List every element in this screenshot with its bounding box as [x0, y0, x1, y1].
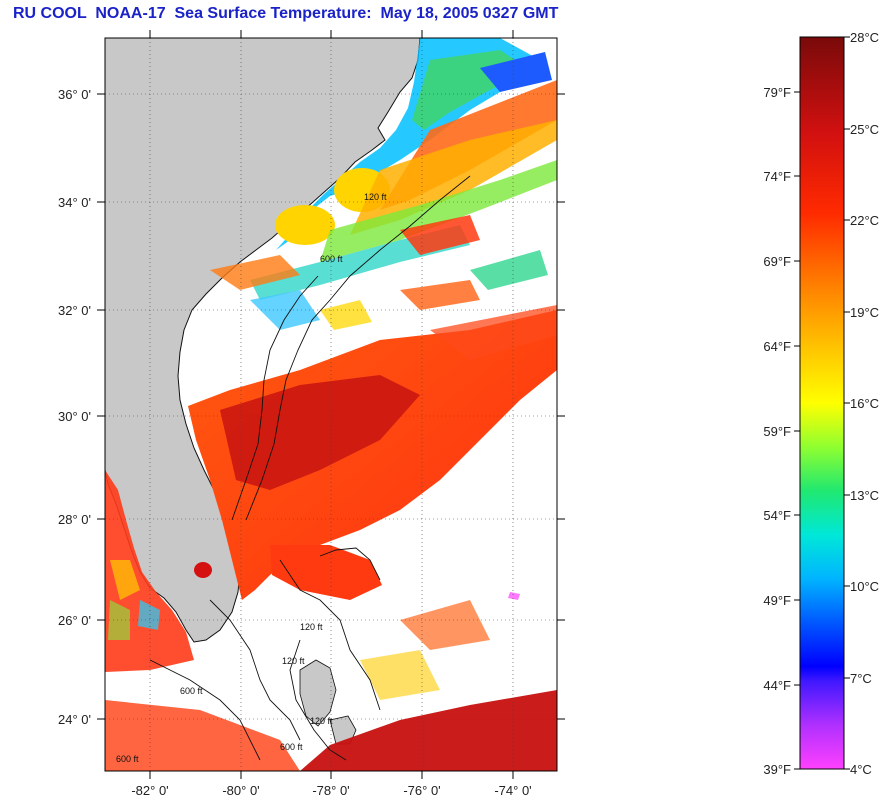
contour-label: 120 ft [282, 656, 305, 666]
gulf-stream-sst [188, 310, 557, 600]
sst-band [350, 120, 557, 235]
gulf-stream-sst [220, 375, 420, 490]
colorbar-celsius-label: 28°C [850, 30, 879, 45]
bathymetry-contours [149, 175, 471, 761]
gulf-coast-sst [110, 560, 140, 600]
colorbar-celsius-label: 7°C [850, 671, 872, 686]
colorbar-fahrenheit-label: 59°F [763, 424, 791, 439]
contour-label: 120 ft [310, 716, 333, 726]
caribbean-sst [300, 690, 557, 771]
contour-label: 600 ft [280, 742, 303, 752]
colorbar-fahrenheit-label: 54°F [763, 508, 791, 523]
sst-band [210, 255, 300, 290]
colorbar-fahrenheit-label: 69°F [763, 254, 791, 269]
lat-label: 24° 0' [58, 712, 91, 727]
map-ticks [97, 30, 565, 779]
lat-label: 32° 0' [58, 303, 91, 318]
colorbar-celsius-label: 25°C [850, 122, 879, 137]
colorbar-fahrenheit-label: 74°F [763, 169, 791, 184]
sst-patch [320, 300, 372, 330]
gulf-stream-sst [430, 305, 557, 360]
lat-label: 36° 0' [58, 87, 91, 102]
caribbean-sst [508, 592, 520, 600]
lon-label: -76° 0' [403, 783, 440, 798]
lat-label: 26° 0' [58, 613, 91, 628]
colorbar-celsius-label: 16°C [850, 396, 879, 411]
lat-label: 28° 0' [58, 512, 91, 527]
colorbar-celsius-label: 4°C [850, 762, 872, 777]
contour-label: 600 ft [180, 686, 203, 696]
colorbar-celsius-label: 19°C [850, 305, 879, 320]
contour-label: 120 ft [300, 622, 323, 632]
sst-patch [400, 280, 480, 310]
gulf-coast-sst [138, 600, 160, 630]
lat-label: 34° 0' [58, 195, 91, 210]
colorbar-celsius-label: 10°C [850, 579, 879, 594]
contour-label: 120 ft [364, 192, 387, 202]
sst-band [320, 160, 557, 262]
island-bahamas [299, 659, 337, 727]
graticule [105, 38, 557, 771]
inland-lake [194, 562, 212, 578]
colorbar-fahrenheit-label: 79°F [763, 85, 791, 100]
sst-patch [470, 250, 548, 290]
lon-label: -82° 0' [131, 783, 168, 798]
colorbar-fahrenheit-label: 49°F [763, 593, 791, 608]
caribbean-sst [360, 650, 440, 700]
colorbar-fahrenheit-label: 44°F [763, 678, 791, 693]
gulf-coast-sst [108, 600, 130, 640]
lat-label: 30° 0' [58, 409, 91, 424]
page-title: RU COOL NOAA-17 Sea Surface Temperature:… [13, 5, 559, 22]
contour-label: 600 ft [116, 754, 139, 764]
colorbar-celsius-label: 13°C [850, 488, 879, 503]
caribbean-sst [105, 700, 300, 771]
colorbar-gradient [799, 36, 845, 770]
coastal-sst [275, 205, 335, 245]
contour-label: 600 ft [320, 254, 343, 264]
lon-label: -74° 0' [494, 783, 531, 798]
sst-band [400, 215, 480, 255]
colorbar: 28°C 25°C 22°C 19°C 16°C 13°C 10°C 7°C 4… [763, 30, 879, 777]
land-mass [105, 38, 421, 643]
coastal-sst [480, 52, 552, 92]
colorbar-fahrenheit-label: 39°F [763, 762, 791, 777]
map-panel: 120 ft 600 ft 120 ft 600 ft 120 ft 600 f… [105, 38, 557, 771]
colorbar-ticks [794, 36, 850, 770]
colorbar-fahrenheit-label: 64°F [763, 339, 791, 354]
lon-label: -78° 0' [312, 783, 349, 798]
lon-label: -80° 0' [222, 783, 259, 798]
caribbean-sst [400, 600, 490, 650]
colorbar-celsius-label: 22°C [850, 213, 879, 228]
